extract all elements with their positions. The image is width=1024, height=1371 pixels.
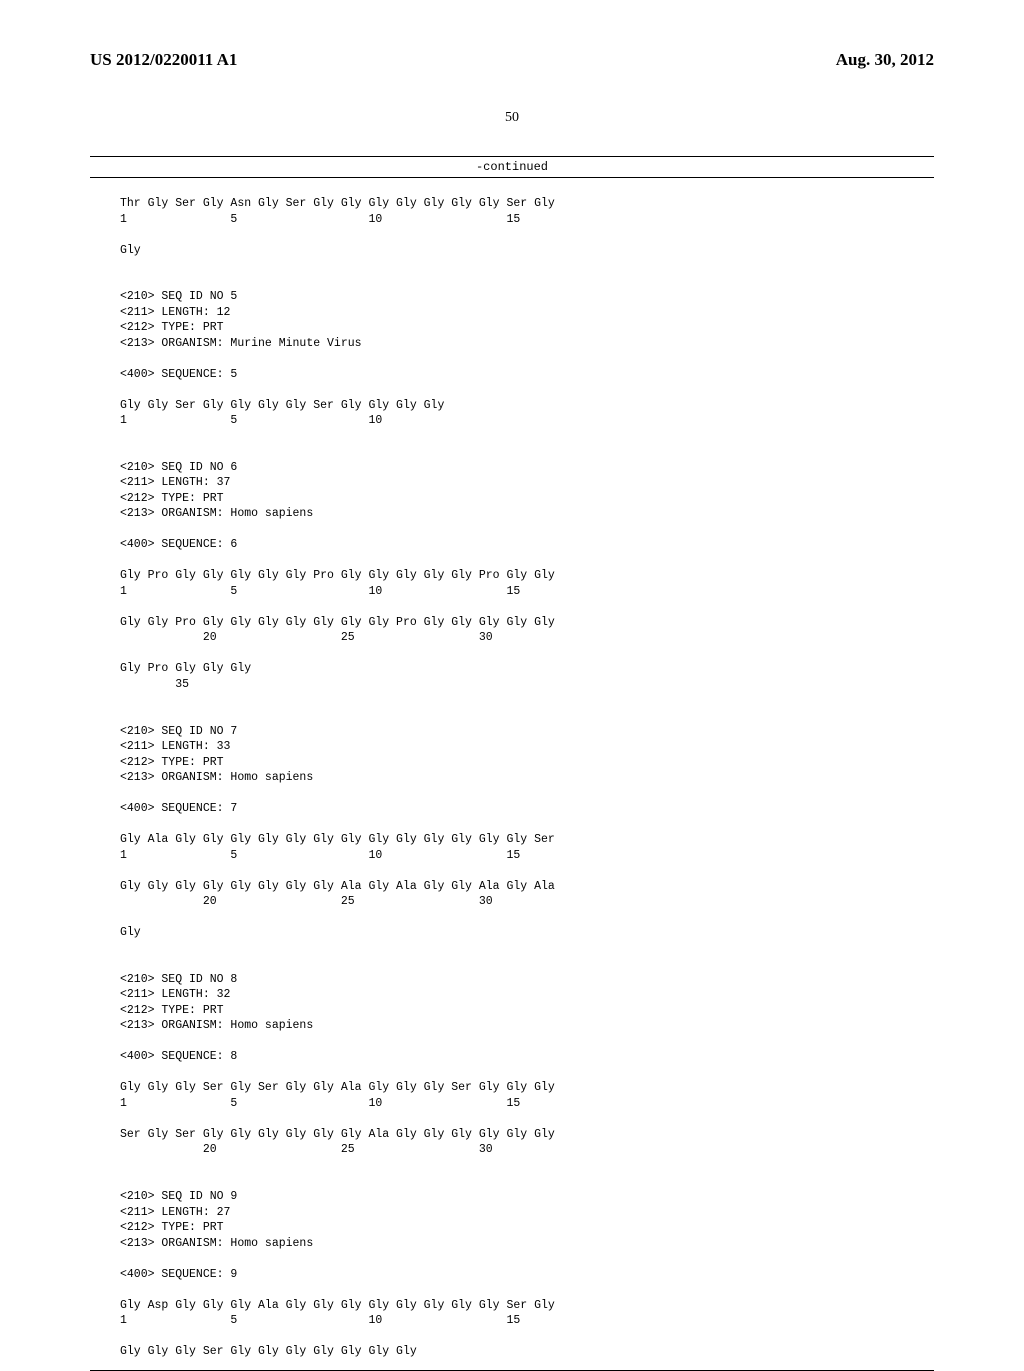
patent-page: US 2012/0220011 A1 Aug. 30, 2012 50 -con… <box>0 0 1024 1320</box>
page-header: US 2012/0220011 A1 Aug. 30, 2012 <box>90 50 934 70</box>
continued-label: -continued <box>90 158 934 176</box>
divider-line <box>90 177 934 178</box>
page-number: 50 <box>90 110 934 126</box>
continued-section: -continued <box>90 156 934 178</box>
sequence-listing: Thr Gly Ser Gly Asn Gly Ser Gly Gly Gly … <box>90 196 934 1360</box>
publication-number: US 2012/0220011 A1 <box>90 50 237 70</box>
publication-date: Aug. 30, 2012 <box>836 50 934 70</box>
divider-line <box>90 156 934 157</box>
